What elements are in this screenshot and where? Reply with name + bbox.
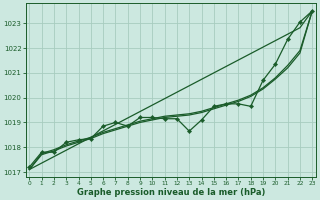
X-axis label: Graphe pression niveau de la mer (hPa): Graphe pression niveau de la mer (hPa)	[76, 188, 265, 197]
